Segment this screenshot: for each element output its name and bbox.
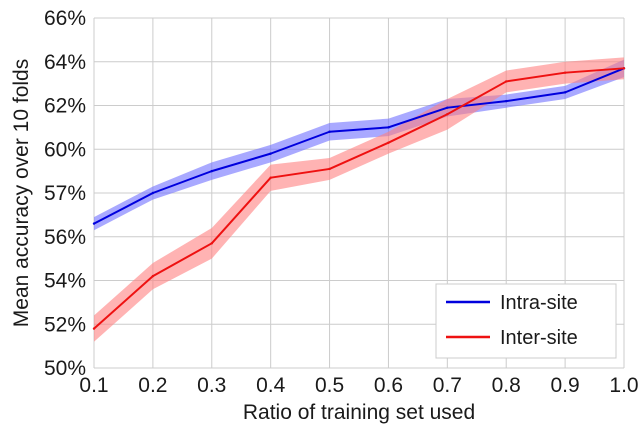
y-tick-label: 50%: [44, 357, 86, 380]
point-inter-site: [269, 176, 272, 179]
y-tick-label: 56%: [44, 226, 86, 249]
legend-label-intra-site: Intra-site: [500, 292, 578, 314]
y-tick-label: 66%: [44, 7, 86, 30]
x-tick-label: 0.8: [492, 374, 521, 397]
point-inter-site: [92, 327, 96, 330]
x-tick-label: 0.5: [315, 374, 344, 397]
point-inter-site: [563, 71, 567, 74]
y-axis-label: Mean accuracy over 10 folds: [10, 59, 33, 327]
point-intra-site: [151, 191, 155, 195]
point-intra-site: [92, 222, 96, 225]
x-tick-label: 0.3: [197, 374, 226, 397]
point-intra-site: [269, 152, 272, 155]
legend-box: [435, 283, 617, 359]
point-inter-site: [622, 67, 626, 70]
y-tick-label: 57%: [44, 182, 86, 205]
point-inter-site: [505, 80, 508, 83]
point-inter-site: [151, 274, 155, 278]
x-tick-label: 0.6: [374, 374, 403, 397]
x-tick-label: 0.1: [79, 374, 108, 397]
point-inter-site: [210, 242, 213, 245]
point-inter-site: [446, 113, 449, 116]
legend-label-inter-site: Inter-site: [500, 327, 578, 349]
point-intra-site: [446, 106, 449, 109]
x-tick-label: 0.4: [256, 374, 286, 397]
x-tick-label: 0.7: [433, 374, 462, 397]
line-inter-site: [93, 67, 625, 330]
point-intra-site: [210, 169, 213, 173]
y-tick-label: 52%: [44, 313, 86, 336]
x-tick-label: 1.0: [609, 374, 638, 397]
legend: Intra-site Inter-site: [435, 283, 617, 359]
point-inter-site: [387, 141, 390, 144]
x-tick-label: 0.2: [138, 374, 167, 397]
y-tick-label: 60%: [44, 138, 86, 161]
line-intra-site: [93, 67, 625, 225]
point-intra-site: [328, 130, 331, 133]
x-axis-label: Ratio of training set used: [243, 401, 475, 424]
series-lines: [92, 67, 626, 330]
y-tick-label: 62%: [44, 95, 86, 118]
tick-labels: 0.1 0.2 0.3 0.4 0.5 0.6 0.7 0.8 0.9 1.0 50% 52% 54% 5…: [44, 7, 639, 397]
point-inter-site: [328, 167, 331, 171]
point-intra-site: [505, 99, 508, 103]
point-intra-site: [387, 126, 390, 129]
x-tick-label: 0.9: [551, 374, 580, 397]
y-tick-label: 64%: [44, 51, 86, 74]
y-tick-label: 54%: [44, 270, 86, 293]
point-intra-site: [563, 91, 567, 94]
